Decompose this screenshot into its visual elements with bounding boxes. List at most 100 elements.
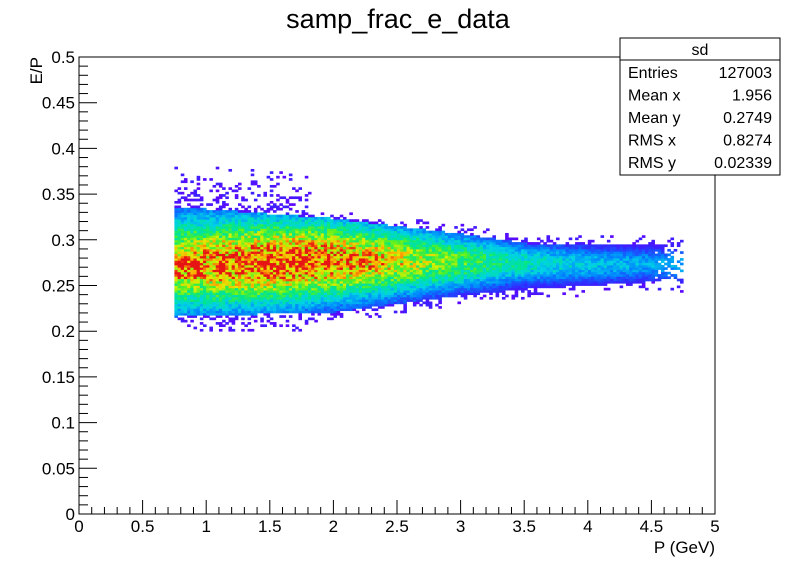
heatmap-bin bbox=[466, 274, 471, 277]
heatmap-bin bbox=[272, 255, 277, 259]
heatmap-bin bbox=[556, 274, 560, 277]
heatmap-bin bbox=[257, 230, 261, 234]
heatmap-bin bbox=[263, 269, 268, 273]
heatmap-bin bbox=[288, 255, 293, 259]
heatmap-bin bbox=[177, 253, 182, 257]
heatmap-bin bbox=[330, 264, 334, 268]
heatmap-bin bbox=[365, 253, 369, 257]
heatmap-bin bbox=[438, 260, 442, 264]
heatmap-bin bbox=[527, 269, 531, 273]
heatmap-bin bbox=[536, 280, 541, 284]
heatmap-bin bbox=[362, 255, 366, 259]
heatmap-bin bbox=[600, 274, 605, 277]
heatmap-bin bbox=[215, 296, 220, 300]
heatmap-bin bbox=[568, 271, 573, 275]
heatmap-bin bbox=[298, 269, 302, 273]
heatmap-bin bbox=[177, 271, 182, 275]
heatmap-bin bbox=[362, 264, 366, 268]
heatmap-bin bbox=[288, 223, 293, 227]
heatmap-bin bbox=[279, 269, 283, 273]
heatmap-bin bbox=[282, 287, 287, 291]
heatmap-bin bbox=[365, 226, 369, 229]
heatmap-bin bbox=[552, 258, 557, 261]
heatmap-bin bbox=[231, 322, 236, 325]
heatmap-bin bbox=[508, 244, 512, 248]
heatmap-bin bbox=[279, 171, 283, 174]
heatmap-bin bbox=[311, 285, 315, 289]
heatmap-bin bbox=[336, 287, 341, 291]
heatmap-bin bbox=[212, 221, 217, 225]
heatmap-bin bbox=[527, 280, 531, 284]
heatmap-bin bbox=[301, 269, 306, 273]
heatmap-bin bbox=[282, 221, 287, 225]
heatmap-bin bbox=[174, 274, 178, 277]
heatmap-bin bbox=[514, 255, 519, 259]
heatmap-bin bbox=[374, 267, 379, 270]
heatmap-bin bbox=[304, 258, 309, 261]
heatmap-bin bbox=[307, 269, 312, 273]
heatmap-bin bbox=[390, 274, 395, 277]
heatmap-bin bbox=[517, 274, 522, 277]
heatmap-bin bbox=[460, 260, 465, 264]
heatmap-bin bbox=[196, 308, 201, 312]
heatmap-bin bbox=[559, 274, 563, 277]
heatmap-bin bbox=[365, 246, 369, 250]
heatmap-bin bbox=[403, 308, 407, 312]
heatmap-bin bbox=[498, 271, 503, 275]
heatmap-bin bbox=[292, 276, 296, 280]
heatmap-bin bbox=[295, 276, 299, 280]
heatmap-bin bbox=[463, 239, 468, 243]
heatmap-bin bbox=[292, 294, 296, 298]
heatmap-bin bbox=[524, 262, 528, 266]
heatmap-bin bbox=[387, 255, 392, 259]
heatmap-bin bbox=[416, 260, 420, 264]
heatmap-bin bbox=[444, 278, 449, 282]
heatmap-bin bbox=[365, 283, 369, 286]
heatmap-bin bbox=[288, 203, 293, 206]
heatmap-bin bbox=[190, 260, 194, 264]
heatmap-bin bbox=[203, 264, 207, 268]
heatmap-bin bbox=[501, 269, 506, 273]
heatmap-bin bbox=[365, 292, 369, 296]
heatmap-bin bbox=[209, 189, 213, 193]
heatmap-bin bbox=[409, 255, 414, 259]
heatmap-bin bbox=[575, 280, 579, 284]
heatmap-bin bbox=[536, 237, 541, 241]
heatmap-bin bbox=[307, 244, 312, 248]
heatmap-bin bbox=[285, 212, 290, 216]
heatmap-bin bbox=[482, 244, 487, 248]
heatmap-bin bbox=[253, 246, 258, 250]
heatmap-bin bbox=[304, 205, 309, 209]
heatmap-bin bbox=[495, 271, 500, 275]
heatmap-bin bbox=[514, 251, 519, 254]
heatmap-bin bbox=[263, 258, 268, 261]
heatmap-bin bbox=[183, 210, 188, 213]
heatmap-bin bbox=[206, 267, 210, 270]
heatmap-bin bbox=[292, 274, 296, 277]
heatmap-bin bbox=[476, 255, 481, 259]
heatmap-bin bbox=[301, 223, 306, 227]
heatmap-bin bbox=[282, 237, 287, 241]
heatmap-bin bbox=[412, 248, 417, 252]
heatmap-bin bbox=[549, 260, 554, 264]
heatmap-bin bbox=[349, 269, 353, 273]
heatmap-bin bbox=[514, 294, 519, 298]
heatmap-bin bbox=[365, 280, 369, 284]
heatmap-bin bbox=[269, 221, 274, 225]
heatmap-bin bbox=[400, 283, 404, 286]
heatmap-bin bbox=[234, 260, 239, 264]
heatmap-bin bbox=[234, 262, 239, 266]
heatmap-bin bbox=[282, 301, 287, 305]
heatmap-bin bbox=[199, 303, 204, 307]
heatmap-bin bbox=[568, 253, 573, 257]
heatmap-bin bbox=[416, 248, 420, 252]
heatmap-bin bbox=[381, 223, 385, 227]
heatmap-bin bbox=[314, 269, 318, 273]
heatmap-bin bbox=[282, 214, 287, 218]
heatmap-bin bbox=[438, 276, 442, 280]
heatmap-bin bbox=[187, 306, 191, 309]
heatmap-bin bbox=[311, 292, 315, 296]
heatmap-bin bbox=[441, 274, 446, 277]
heatmap-bin bbox=[384, 237, 388, 241]
heatmap-bin bbox=[381, 296, 385, 300]
